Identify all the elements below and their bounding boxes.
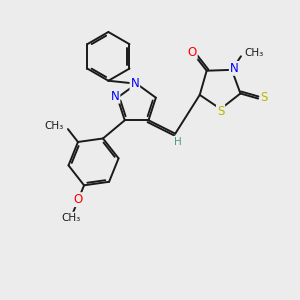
Text: N: N xyxy=(130,77,139,90)
Text: H: H xyxy=(174,137,182,147)
Text: CH₃: CH₃ xyxy=(44,121,64,131)
Text: CH₃: CH₃ xyxy=(61,212,81,223)
Text: CH₃: CH₃ xyxy=(244,48,263,58)
Text: O: O xyxy=(74,193,83,206)
Text: N: N xyxy=(111,90,119,103)
Text: S: S xyxy=(217,105,224,118)
Text: S: S xyxy=(260,91,268,103)
Text: N: N xyxy=(230,62,239,75)
Text: O: O xyxy=(188,46,197,59)
